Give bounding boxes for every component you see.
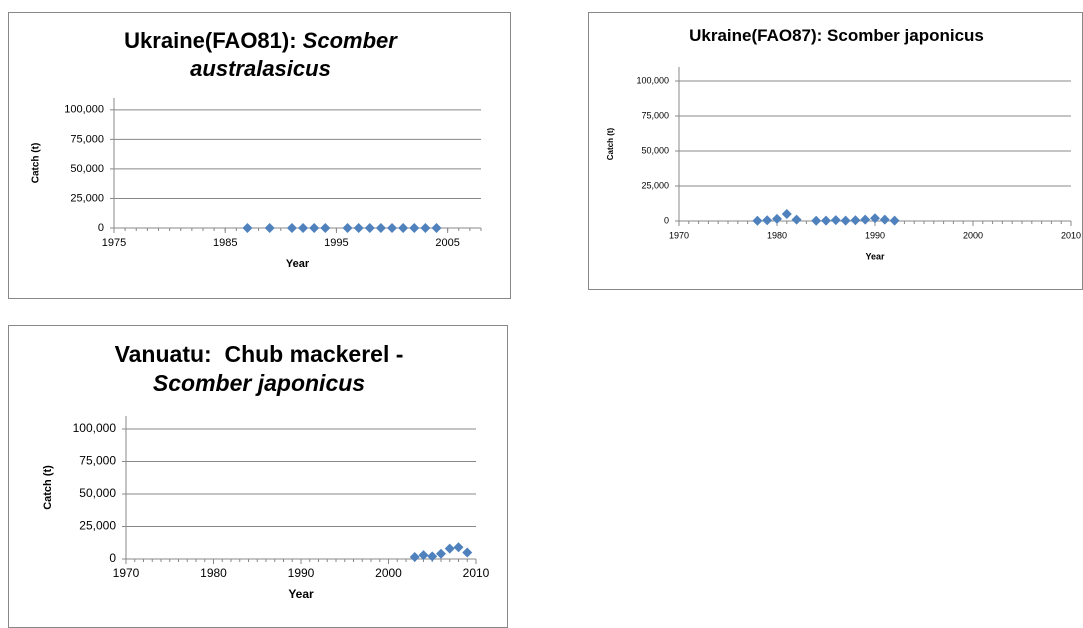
data-point — [342, 223, 353, 233]
chart-title: Ukraine(FAO87): Scomber japonicus — [597, 25, 1077, 46]
data-point — [879, 214, 890, 225]
data-point — [298, 223, 309, 233]
data-point — [821, 215, 831, 226]
x-tick-label: 1980 — [767, 230, 787, 240]
y-axis-label: Catch (t) — [42, 465, 54, 510]
data-point — [762, 215, 773, 226]
data-point — [409, 552, 420, 563]
x-tick-label: 2010 — [463, 566, 490, 580]
x-tick-label: 1975 — [102, 237, 126, 249]
x-tick-label: 1990 — [288, 566, 315, 580]
y-tick-label: 50,000 — [641, 145, 669, 155]
y-axis-label: Catch (t) — [31, 143, 42, 184]
data-point — [811, 215, 822, 226]
y-tick-label: 100,000 — [636, 75, 669, 85]
y-tick-label: 100,000 — [73, 421, 117, 435]
data-point — [791, 214, 802, 225]
x-tick-label: 1970 — [113, 566, 140, 580]
y-axis-label: Catch (t) — [606, 127, 615, 160]
x-axis-label: Year — [865, 251, 885, 261]
chart-title: Ukraine(FAO81): Scomber australasicus — [96, 27, 426, 82]
x-tick-label: 2000 — [963, 230, 983, 240]
chart-box: 0 25,000 50,000 75,000 100,000 1970 1980 1990 20… — [8, 325, 508, 628]
data-point — [772, 213, 782, 224]
y-tick-label: 50,000 — [70, 163, 104, 175]
data-point — [870, 213, 880, 224]
data-point — [420, 223, 431, 233]
data-point — [444, 543, 455, 554]
data-point — [752, 215, 763, 226]
y-tick-label: 100,000 — [64, 104, 104, 116]
x-tick-label: 1990 — [865, 230, 885, 240]
chart-box: 0 25,000 50,000 75,000 100,000 1975 1985 1995 20… — [8, 12, 511, 299]
x-tick-label: 2000 — [375, 566, 402, 580]
data-point — [375, 223, 386, 233]
x-tick-label: 1970 — [669, 230, 689, 240]
x-axis-label: Year — [288, 587, 314, 601]
data-point — [781, 209, 792, 219]
data-point — [242, 223, 253, 233]
data-point — [889, 215, 900, 226]
y-tick-label: 0 — [664, 215, 669, 225]
data-point — [860, 214, 871, 225]
data-point — [427, 551, 438, 562]
title-part: Ukraine(FAO87): Scomber japonicus — [689, 26, 984, 45]
data-point — [409, 223, 420, 233]
data-point — [431, 223, 442, 233]
y-tick-label: 75,000 — [641, 110, 669, 120]
data-point — [387, 223, 398, 233]
y-tick-label: 50,000 — [79, 486, 116, 500]
y-tick-label: 25,000 — [79, 519, 116, 533]
x-axis-label: Year — [286, 258, 310, 270]
x-tick-label: 2005 — [435, 237, 459, 249]
data-point — [364, 223, 375, 233]
chart-title: Vanuatu: Chub mackerel - Scomber japonic… — [94, 340, 424, 398]
title-part: Vanuatu: Chub mackerel - — [114, 341, 410, 367]
data-point — [418, 550, 429, 561]
y-tick-label: 25,000 — [70, 192, 104, 204]
x-tick-label: 1985 — [213, 237, 237, 249]
y-tick-label: 0 — [109, 551, 116, 565]
chart: 0 25,000 50,000 75,000 100,000 1970 1980 1990 20… — [42, 416, 490, 601]
data-point — [286, 223, 297, 233]
chart-box: 0 25,000 50,000 75,000 100,000 1970 1980 1990 20… — [588, 12, 1083, 290]
data-point — [320, 223, 331, 233]
data-point — [353, 223, 364, 233]
y-tick-label: 0 — [98, 222, 104, 234]
y-tick-label: 75,000 — [70, 133, 104, 145]
chart: 0 25,000 50,000 75,000 100,000 1970 1980 1990 20… — [606, 67, 1081, 261]
y-tick-label: 75,000 — [79, 454, 116, 468]
x-tick-label: 2010 — [1061, 230, 1081, 240]
data-point — [462, 547, 473, 558]
data-point — [840, 215, 851, 226]
data-point — [309, 223, 320, 233]
y-tick-label: 25,000 — [641, 180, 669, 190]
data-point — [453, 542, 464, 553]
data-point — [830, 215, 841, 226]
data-point — [850, 215, 861, 226]
data-point — [264, 223, 275, 233]
title-part: Scomber japonicus — [152, 369, 366, 396]
data-point — [398, 223, 409, 233]
title-part: Scomber australasicus — [190, 28, 403, 81]
chart: 0 25,000 50,000 75,000 100,000 1975 1985 1995 20… — [31, 98, 482, 270]
x-tick-label: 1980 — [200, 566, 227, 580]
title-part: Ukraine(FAO81): — [124, 28, 303, 53]
data-point — [436, 548, 446, 559]
x-tick-label: 1995 — [324, 237, 348, 249]
